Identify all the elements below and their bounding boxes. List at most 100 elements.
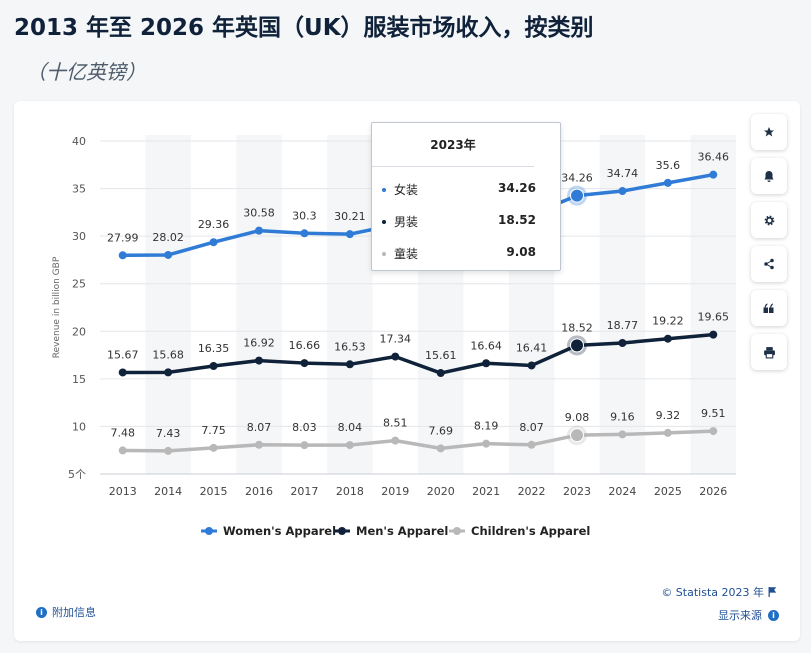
data-label: 8.07 — [247, 421, 272, 434]
y-axis-title: Revenue in billion GBP — [52, 256, 62, 358]
tooltip-row-children: 童装 9.08 — [382, 245, 542, 265]
data-label: 16.35 — [198, 342, 230, 355]
column-band — [690, 135, 736, 474]
cite-button[interactable] — [751, 290, 787, 326]
data-label: 7.43 — [156, 427, 181, 440]
tooltip-dot-children — [382, 252, 386, 256]
data-label: 30.21 — [334, 210, 366, 223]
y-tick-label: 30 — [72, 230, 86, 243]
data-point — [709, 427, 718, 436]
flag-icon — [768, 587, 777, 597]
tooltip-dot-women — [382, 188, 386, 192]
data-label: 16.53 — [334, 340, 366, 353]
info-icon: i — [36, 606, 47, 618]
y-tick-label: 5个 — [68, 468, 86, 481]
share-icon — [764, 258, 774, 270]
data-point — [209, 362, 218, 371]
data-label: 7.48 — [110, 426, 135, 439]
legend-swatch-dot — [453, 527, 461, 535]
tooltip-name-children: 童装 — [394, 247, 419, 261]
legend-label: Children's Apparel — [471, 524, 590, 538]
legend-swatch-dot — [205, 527, 213, 535]
data-point — [527, 361, 536, 370]
data-point — [209, 238, 218, 247]
legend-label: Men's Apparel — [356, 524, 448, 538]
data-label: 15.68 — [152, 348, 184, 361]
data-point — [527, 440, 536, 449]
notification-button[interactable] — [751, 158, 787, 194]
data-label: 18.52 — [561, 321, 593, 334]
data-label: 34.74 — [607, 167, 639, 180]
data-point — [482, 359, 491, 368]
page-title: 2013 年至 2026 年英国（UK）服装市场收入，按类别 — [14, 15, 594, 41]
data-label: 7.69 — [428, 424, 453, 437]
data-label: 28.02 — [152, 231, 184, 244]
data-label: 27.99 — [107, 231, 139, 244]
favorite-button[interactable] — [751, 114, 787, 150]
data-point — [570, 428, 584, 443]
chart-tooltip: 2023年 女装 34.26 男装 18.52 童装 9.08 — [371, 122, 561, 271]
data-label: 9.32 — [656, 409, 681, 422]
data-point — [118, 446, 127, 455]
print-button[interactable] — [751, 334, 787, 370]
show-source-label: 显示来源 — [718, 609, 762, 622]
data-label: 15.61 — [425, 349, 457, 362]
y-tick-label: 40 — [72, 135, 86, 148]
tooltip-value-children: 9.08 — [506, 245, 536, 259]
chart-toolbar — [751, 114, 789, 378]
copyright[interactable]: © Statista 2023 年 — [661, 584, 777, 600]
data-point — [300, 229, 309, 238]
tooltip-name-women: 女装 — [394, 183, 419, 197]
data-label: 36.46 — [698, 151, 730, 164]
data-label: 9.16 — [610, 410, 635, 423]
y-tick-label: 10 — [72, 420, 86, 433]
x-tick-label: 2022 — [518, 485, 546, 498]
legend-swatch-dot — [338, 527, 346, 535]
data-label: 35.6 — [656, 159, 681, 172]
show-source-link[interactable]: 显示来源 i — [718, 607, 779, 623]
tooltip-title: 2023年 — [372, 123, 534, 167]
x-tick-label: 2019 — [381, 485, 409, 498]
x-tick-label: 2013 — [109, 485, 137, 498]
data-point — [436, 369, 445, 378]
data-label: 8.03 — [292, 421, 317, 434]
x-tick-label: 2025 — [654, 485, 682, 498]
data-point — [709, 170, 718, 179]
x-tick-label: 2024 — [608, 485, 636, 498]
bell-icon — [764, 170, 774, 182]
data-label: 7.75 — [201, 424, 226, 437]
data-label: 29.36 — [198, 218, 230, 231]
tooltip-value-women: 34.26 — [498, 181, 536, 195]
additional-info-label: 附加信息 — [52, 606, 96, 619]
data-label: 15.67 — [107, 348, 139, 361]
data-label: 8.07 — [519, 421, 544, 434]
data-point — [345, 230, 354, 239]
settings-button[interactable] — [751, 202, 787, 238]
data-point — [663, 334, 672, 343]
data-label: 9.08 — [565, 411, 590, 424]
copyright-text: © Statista 2023 年 — [661, 586, 764, 599]
share-button[interactable] — [751, 246, 787, 282]
legend-label: Women's Apparel — [223, 524, 336, 538]
data-label: 34.26 — [561, 172, 593, 185]
page-subtitle: （十亿英镑） — [26, 60, 146, 84]
info-icon: i — [768, 609, 779, 621]
data-point — [164, 250, 173, 259]
y-tick-label: 25 — [72, 278, 86, 291]
data-label: 30.3 — [292, 209, 317, 222]
data-label: 8.51 — [383, 417, 408, 430]
additional-info-link[interactable]: i 附加信息 — [36, 604, 96, 620]
data-point — [436, 444, 445, 453]
x-tick-label: 2017 — [290, 485, 318, 498]
quote-icon — [763, 303, 774, 313]
data-point — [345, 360, 354, 369]
print-icon — [763, 346, 775, 358]
data-point — [118, 251, 127, 260]
data-label: 19.22 — [652, 315, 684, 328]
column-band — [327, 135, 373, 474]
x-tick-label: 2023 — [563, 485, 591, 498]
x-tick-label: 2018 — [336, 485, 364, 498]
column-band — [145, 135, 191, 474]
data-point — [570, 338, 584, 353]
data-label: 17.34 — [380, 333, 412, 346]
